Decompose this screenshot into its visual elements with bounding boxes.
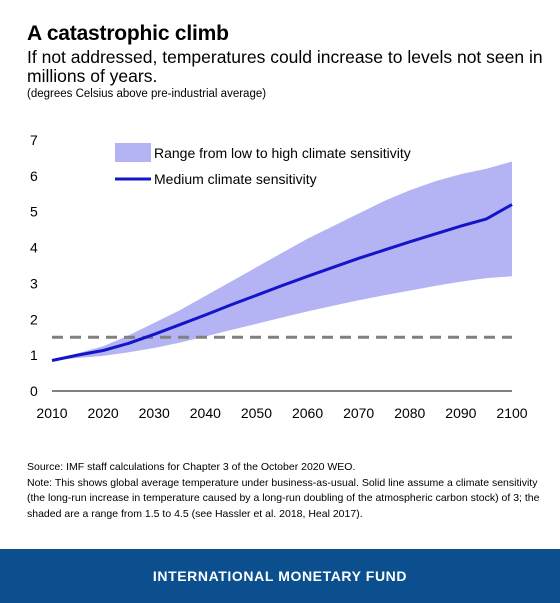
legend-band-swatch <box>115 143 151 162</box>
temperature-chart: 0 1 2 3 4 5 6 7 2010 2020 2030 2040 2050 2060 2070 208… <box>30 132 528 421</box>
x-tick-label: 2060 <box>292 405 323 421</box>
x-tick-labels: 2010 2020 2030 2040 2050 2060 2070 2080 2090 2100 <box>36 405 527 421</box>
y-tick-labels: 0 1 2 3 4 5 6 7 <box>30 132 38 399</box>
y-tick-label: 7 <box>30 132 38 148</box>
x-tick-label: 2070 <box>343 405 374 421</box>
x-tick-label: 2020 <box>88 405 119 421</box>
x-tick-label: 2090 <box>445 405 476 421</box>
legend-band-label: Range from low to high climate sensitivi… <box>154 145 411 161</box>
y-tick-label: 4 <box>30 240 38 256</box>
medium-sensitivity-line <box>51 203 513 362</box>
y-tick-label: 6 <box>30 168 38 184</box>
x-tick-label: 2040 <box>190 405 221 421</box>
legend: Range from low to high climate sensitivi… <box>115 143 411 187</box>
chart-notes: Source: IMF staff calculations for Chapt… <box>27 460 552 522</box>
y-tick-label: 0 <box>30 383 38 399</box>
x-tick-label: 2050 <box>241 405 272 421</box>
x-tick-label: 2100 <box>496 405 527 421</box>
imf-footer: INTERNATIONAL MONETARY FUND <box>0 549 560 603</box>
chart-subtitle: If not addressed, temperatures could inc… <box>27 47 543 86</box>
units-label: (degrees Celsius above pre-industrial av… <box>27 88 267 100</box>
x-tick-label: 2080 <box>394 405 425 421</box>
y-tick-label: 1 <box>30 347 38 363</box>
note-text: Note: This shows global average temperat… <box>27 476 540 520</box>
y-tick-label: 3 <box>30 275 38 291</box>
sensitivity-range-band <box>52 161 512 361</box>
y-tick-label: 5 <box>30 204 38 220</box>
legend-line-label: Medium climate sensitivity <box>154 171 317 187</box>
x-tick-label: 2030 <box>139 405 170 421</box>
y-tick-label: 2 <box>30 311 38 327</box>
chart-title: A catastrophic climb <box>27 22 229 45</box>
source-text: Source: IMF staff calculations for Chapt… <box>27 461 356 473</box>
x-tick-label: 2010 <box>36 405 67 421</box>
